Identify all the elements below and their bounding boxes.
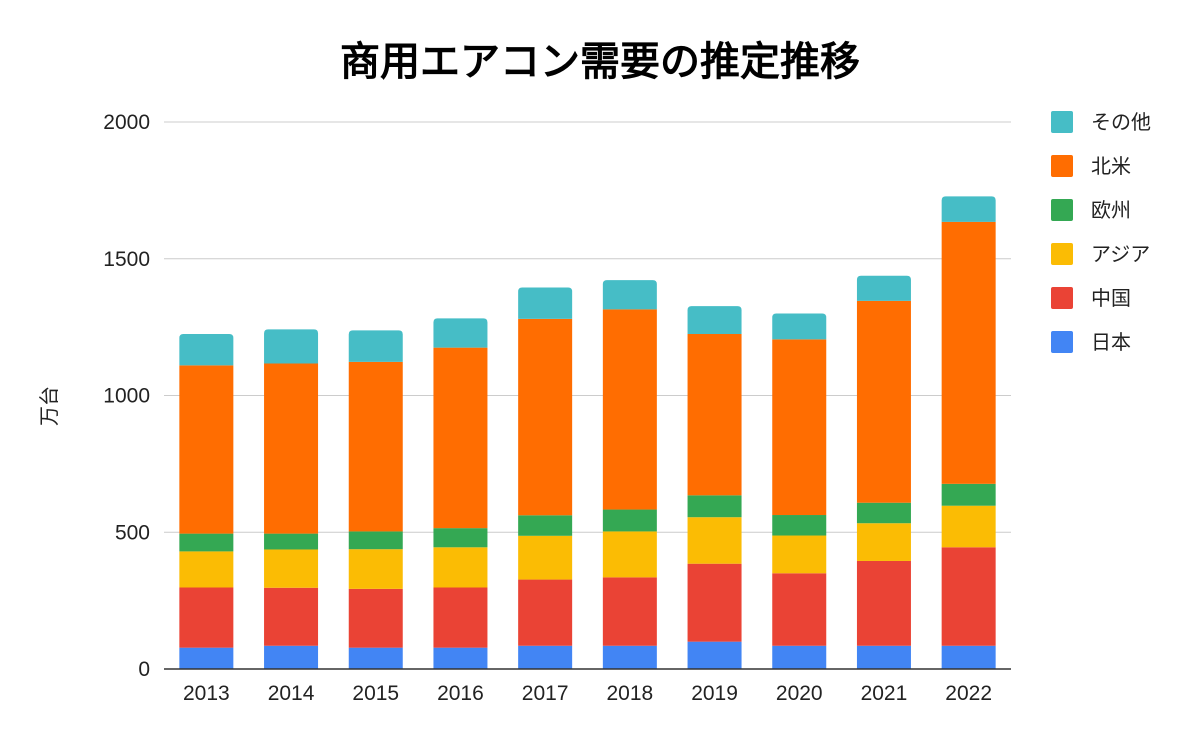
bar-segment-2014-欧州 — [264, 533, 319, 550]
bar-segment-2014-北米 — [264, 363, 319, 534]
bar-segment-2019-アジア — [687, 517, 742, 564]
y-tick-label: 2000 — [103, 111, 150, 134]
bar-segment-2018-北米 — [602, 309, 657, 510]
chart-title: 商用エアコン需要の推定推移 — [340, 39, 860, 85]
bar-segment-2017-中国 — [518, 579, 573, 646]
x-axis-ticks: 2013 2014 2015 2016 2017 2018 2019 2020 2021 2022 — [183, 682, 992, 705]
x-tick-label: 2021 — [861, 682, 908, 705]
bar-segment-2020-日本 — [772, 645, 827, 669]
bar-segment-2017-欧州 — [518, 515, 573, 536]
y-tick-label: 0 — [138, 658, 150, 681]
bar-segment-2021-中国 — [856, 560, 911, 646]
legend-swatch — [1051, 243, 1073, 265]
bar-segment-2022-日本 — [941, 645, 996, 669]
bar-segment-2014-中国 — [264, 587, 319, 646]
bar-segment-2021-日本 — [856, 645, 911, 669]
bar-segment-2021-北米 — [856, 300, 911, 503]
legend-swatch — [1051, 199, 1073, 221]
bar-segment-2015-日本 — [348, 647, 403, 669]
x-tick-label: 2015 — [352, 682, 399, 705]
y-tick-label: 500 — [115, 521, 150, 544]
bar-segment-2015-北米 — [348, 361, 403, 532]
bar-segment-2015-欧州 — [348, 531, 403, 550]
y-tick-label: 1000 — [103, 385, 150, 408]
bar-segment-2022-北米 — [941, 221, 996, 484]
bar-segment-2018-その他 — [602, 280, 657, 310]
bar-segment-2022-その他 — [941, 196, 996, 222]
bar-segment-2020-欧州 — [772, 515, 827, 536]
bar-segment-2013-中国 — [179, 587, 234, 648]
bar-segment-2013-欧州 — [179, 533, 234, 552]
legend-label: 北米 — [1091, 154, 1131, 178]
bar-segment-2013-アジア — [179, 551, 234, 588]
legend-label: アジア — [1091, 242, 1150, 266]
bar-segment-2016-日本 — [433, 647, 488, 669]
legend-label: 日本 — [1091, 330, 1131, 354]
bar-segment-2022-アジア — [941, 505, 996, 548]
bar-segment-2016-北米 — [433, 347, 488, 529]
x-tick-label: 2018 — [606, 682, 653, 705]
bar-segment-2013-北米 — [179, 365, 234, 534]
legend-label: 欧州 — [1091, 198, 1131, 222]
bar-segment-2021-その他 — [856, 275, 911, 301]
bars — [179, 196, 996, 669]
x-tick-label: 2017 — [522, 682, 569, 705]
bar-segment-2020-北米 — [772, 339, 827, 516]
x-tick-label: 2019 — [691, 682, 738, 705]
bar-segment-2019-その他 — [687, 306, 742, 334]
x-tick-label: 2016 — [437, 682, 484, 705]
legend-swatch — [1051, 331, 1073, 353]
bar-segment-2019-欧州 — [687, 495, 742, 518]
bar-segment-2016-中国 — [433, 587, 488, 648]
bar-segment-2017-アジア — [518, 535, 573, 580]
bar-segment-2021-アジア — [856, 523, 911, 561]
bar-segment-2022-中国 — [941, 547, 996, 646]
bar-segment-2015-その他 — [348, 330, 403, 362]
bar-segment-2020-中国 — [772, 573, 827, 646]
legend-label: 中国 — [1091, 286, 1131, 310]
bar-segment-2021-欧州 — [856, 502, 911, 524]
bar-segment-2013-日本 — [179, 647, 234, 669]
bar-segment-2015-アジア — [348, 549, 403, 589]
bar-segment-2014-アジア — [264, 549, 319, 588]
y-axis-label: 万台 — [37, 386, 61, 426]
bar-segment-2016-アジア — [433, 547, 488, 588]
legend-swatch — [1051, 155, 1073, 177]
bar-segment-2019-日本 — [687, 641, 742, 669]
bar-segment-2014-日本 — [264, 645, 319, 669]
x-tick-label: 2014 — [268, 682, 315, 705]
bar-segment-2017-日本 — [518, 645, 573, 669]
bar-segment-2022-欧州 — [941, 483, 996, 506]
bar-segment-2020-アジア — [772, 535, 827, 574]
bar-segment-2020-その他 — [772, 313, 827, 340]
bar-segment-2019-北米 — [687, 333, 742, 496]
legend-swatch — [1051, 111, 1073, 133]
x-tick-label: 2022 — [945, 682, 992, 705]
bar-segment-2018-アジア — [602, 531, 657, 578]
bar-segment-2018-欧州 — [602, 509, 657, 532]
bar-segment-2019-中国 — [687, 563, 742, 642]
x-tick-label: 2020 — [776, 682, 823, 705]
bar-segment-2016-その他 — [433, 318, 488, 348]
x-tick-label: 2013 — [183, 682, 230, 705]
bar-segment-2017-その他 — [518, 287, 573, 319]
bar-segment-2016-欧州 — [433, 528, 488, 548]
y-tick-label: 1500 — [103, 248, 150, 271]
bar-segment-2018-日本 — [602, 645, 657, 669]
bar-segment-2018-中国 — [602, 577, 657, 646]
bar-segment-2013-その他 — [179, 333, 234, 366]
bar-segment-2017-北米 — [518, 318, 573, 516]
legend-swatch — [1051, 287, 1073, 309]
bar-segment-2014-その他 — [264, 329, 319, 364]
y-axis-ticks: 0 500 1000 1500 2000 — [103, 111, 150, 681]
bar-segment-2015-中国 — [348, 588, 403, 648]
legend-label: その他 — [1091, 110, 1151, 134]
